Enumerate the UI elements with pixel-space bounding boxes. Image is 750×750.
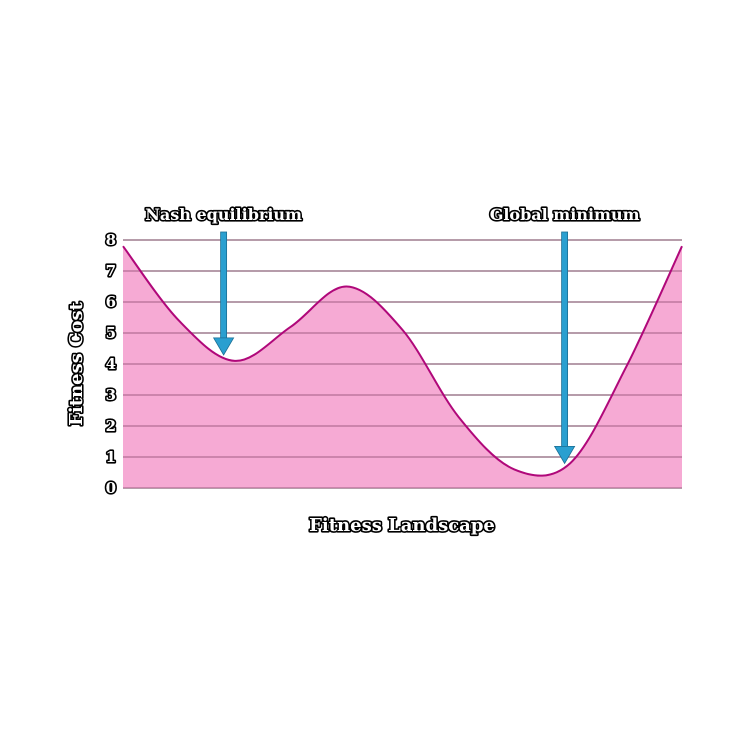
- y-axis-label: Fitness Cost: [66, 301, 87, 425]
- arrow-down-icon: [553, 445, 576, 465]
- arrow-shaft: [220, 231, 228, 340]
- y-tick-label: 3: [106, 386, 116, 404]
- y-axis-ticks: 0 1 2 3 4 5 6 7 8: [104, 229, 118, 498]
- y-tick-label: 2: [106, 417, 116, 435]
- y-tick-label: 4: [106, 355, 116, 373]
- x-axis-label: Fitness Landscape: [309, 515, 495, 536]
- y-tick-label: 8: [106, 231, 116, 249]
- y-tick-label: 1: [106, 448, 116, 466]
- annotation: Global minimum: [488, 203, 641, 465]
- annotation: Nash equilibrium: [144, 203, 304, 356]
- arrow-shaft: [561, 231, 569, 448]
- annotation-label: Global minimum: [490, 205, 640, 224]
- landscape-curve: [122, 245, 683, 477]
- y-tick-label: 0: [106, 479, 116, 497]
- y-tick-label: 5: [106, 324, 116, 342]
- landscape-area: [123, 246, 682, 488]
- y-tick-label: 6: [106, 293, 116, 311]
- arrow-down-icon: [212, 337, 235, 356]
- gridlines-overlay: [123, 239, 682, 489]
- y-tick-label: 7: [106, 262, 116, 280]
- annotations: Nash equilibrium Global minimum: [144, 203, 641, 465]
- annotation-label: Nash equilibrium: [145, 205, 302, 224]
